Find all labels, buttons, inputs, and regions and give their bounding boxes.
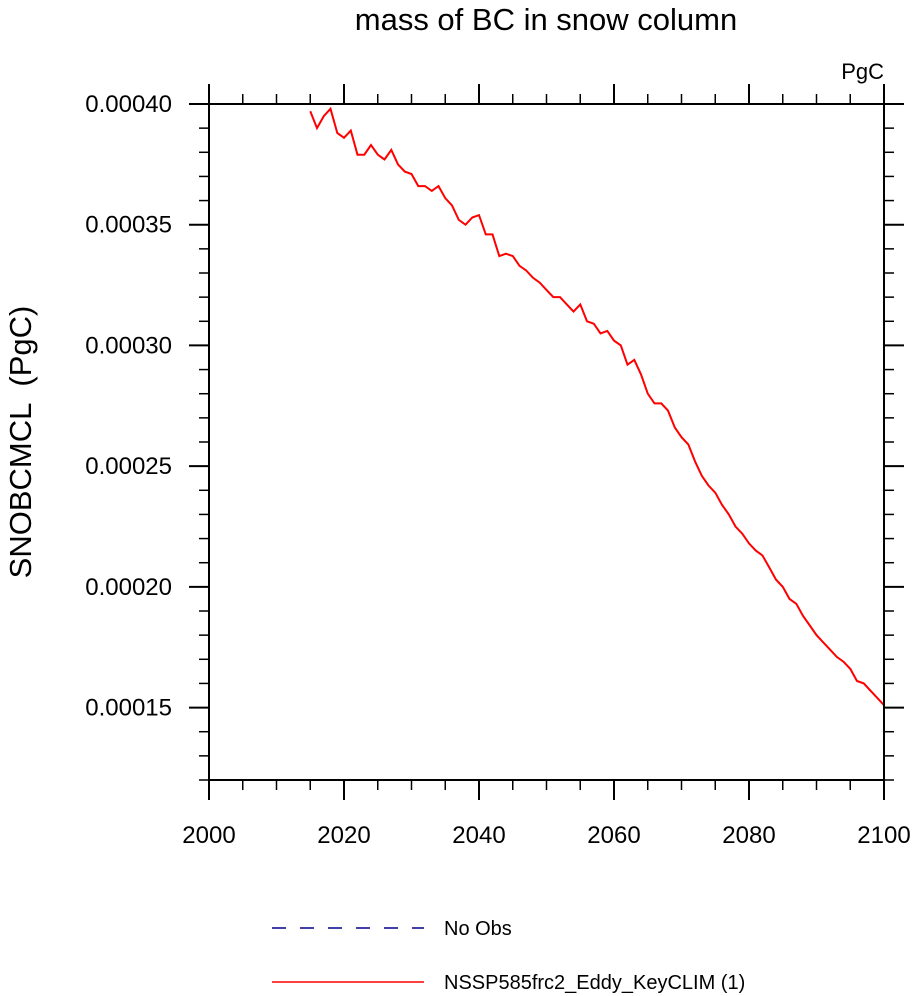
x-tick-label-2040: 2040 xyxy=(452,822,505,849)
series-line-1 xyxy=(309,106,885,706)
x-tick-label-2000: 2000 xyxy=(182,822,235,849)
legend-label-no-obs: No Obs xyxy=(444,918,512,940)
chart-title: mass of BC in snow column xyxy=(355,2,737,37)
axis-ticks xyxy=(189,84,904,800)
x-tick-label-2060: 2060 xyxy=(587,822,640,849)
y-tick-label-1: 0.00020 xyxy=(85,574,172,601)
y-axis-label: SNOBCMCL (PgC) xyxy=(3,306,38,579)
x-tick-label-2080: 2080 xyxy=(722,822,775,849)
axis-tick-labels: 2000 2020 2040 2060 2080 2100 0.00015 0.00020 0.… xyxy=(85,91,910,849)
y-tick-label-5: 0.00040 xyxy=(85,91,172,118)
y-tick-label-4: 0.00035 xyxy=(85,212,172,239)
y-tick-label-3: 0.00030 xyxy=(85,332,172,359)
series-layer xyxy=(309,106,885,706)
units-label: PgC xyxy=(841,59,884,84)
plot-frame xyxy=(208,103,885,781)
x-tick-label-2020: 2020 xyxy=(317,822,370,849)
legend: No Obs NSSP585frc2_Eddy_KeyCLIM (1) xyxy=(272,918,745,994)
x-tick-label-2100: 2100 xyxy=(857,822,910,849)
y-tick-label-0: 0.00015 xyxy=(85,695,172,722)
y-tick-label-2: 0.00025 xyxy=(85,453,172,480)
legend-label-nssp585: NSSP585frc2_Eddy_KeyCLIM (1) xyxy=(444,972,745,994)
